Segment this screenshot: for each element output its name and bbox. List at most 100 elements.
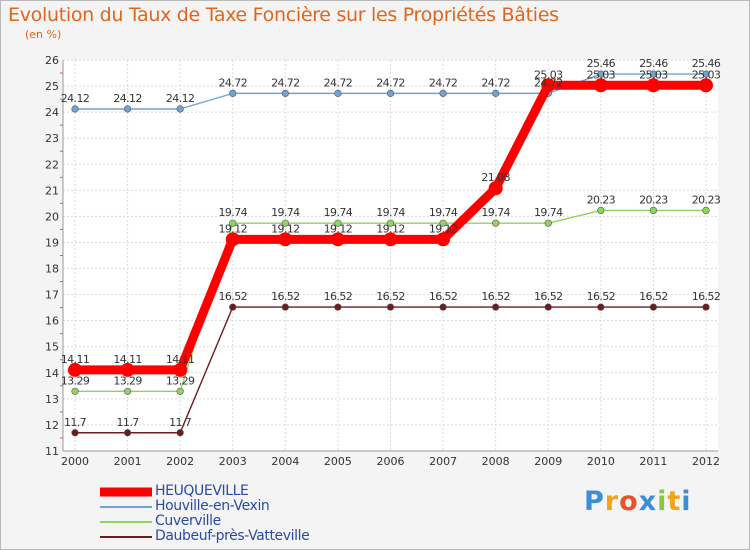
legend-item-heuqueville: HEUQUEVILLE [100,483,400,499]
data-point [123,429,132,437]
data-label: 25.46 [639,57,668,70]
logo-letter: i [681,486,692,517]
x-tick-label: 2003 [219,455,247,468]
series-1 [71,70,710,113]
data-label: 25.03 [692,68,721,81]
data-point [386,89,395,97]
y-tick-label: 24 [45,106,59,119]
legend-swatch [100,535,152,538]
x-axis: 2000 2001 2002 2003 2004 2005 2006 2007 2008 2009… [61,455,720,468]
data-point [278,232,293,247]
data-label: 25.03 [639,68,668,81]
y-tick-label: 25 [45,80,59,93]
data-point [593,78,608,93]
data-label: 25.46 [587,57,616,70]
data-label: 25.03 [587,68,616,81]
data-label: 20.23 [692,193,721,206]
data-point [386,303,395,311]
y-tick-label: 19 [45,236,59,249]
data-label: 20.23 [587,193,616,206]
data-point [492,303,500,311]
data-point [229,89,237,97]
data-label: 16.52 [587,290,616,303]
data-point [281,219,289,227]
data-point [541,78,556,93]
data-label: 24.12 [113,92,142,105]
data-point [176,429,184,437]
legend-label: Houville-en-Vexin [155,498,270,514]
y-tick-label: 23 [45,132,59,145]
data-label: 13.29 [166,374,195,387]
data-label: 16.52 [692,290,721,303]
data-point [649,70,658,78]
x-tick-label: 2008 [482,455,510,468]
y-tick-label: 11 [45,445,59,458]
series-2 [71,206,710,395]
data-label: 11.7 [117,416,140,429]
data-point [649,303,658,311]
data-point [702,70,710,78]
legend: HEUQUEVILLE Houville-en-Vexin Cuverville… [100,483,400,544]
chart-title: Evolution du Taux de Taxe Foncière sur l… [8,4,559,26]
data-label: 20.23 [639,193,668,206]
x-tick-label: 2009 [534,455,562,468]
data-label: 24.72 [376,76,405,89]
x-tick-label: 2012 [692,455,720,468]
data-label: 19.12 [219,222,248,235]
data-point [281,89,289,97]
data-point [71,387,79,395]
data-label: 16.52 [271,290,300,303]
unit-label: (en %) [25,28,62,41]
legend-swatch [100,520,152,523]
data-label: 16.52 [376,290,405,303]
data-label: 19.12 [429,222,458,235]
data-label: 16.52 [324,290,353,303]
y-tick-label: 16 [45,315,59,328]
y-tick-label: 13 [45,393,59,406]
logo-letter: r [604,486,620,517]
data-label: 24.72 [429,76,458,89]
data-point [702,206,710,215]
data-point [597,303,605,311]
y-tick-label: 21 [45,184,59,197]
data-point [597,206,605,215]
data-point [699,78,713,93]
data-label: 19.74 [271,206,300,219]
data-label: 19.74 [429,206,458,219]
legend-label: Cuverville [155,513,221,529]
data-label: 24.72 [219,76,248,89]
legend-item-houville: Houville-en-Vexin [100,498,400,514]
x-tick-label: 2005 [324,455,352,468]
data-label: 24.72 [271,76,300,89]
data-point [544,219,552,227]
data-point [649,206,658,215]
data-label: 13.29 [61,374,90,387]
data-point [229,219,237,227]
data-point [439,219,447,227]
data-point [492,219,500,227]
legend-label: HEUQUEVILLE [155,483,249,499]
logo-letter: x [638,486,658,517]
data-label: 11.7 [169,416,192,429]
legend-item-cuverville: Cuverville [100,513,400,529]
data-label: 21.08 [481,171,510,184]
legend-label: Daubeuf-près-Vatteville [155,528,310,544]
data-label: 25.03 [534,68,563,81]
y-axis: 11 12 13 14 15 16 17 18 19 20 21 22 23 24 25 26 [45,54,63,458]
data-point [71,429,79,437]
data-point [281,303,289,311]
data-label: 16.52 [639,290,668,303]
data-point [386,219,395,227]
series-3 [71,303,710,437]
data-point [488,181,503,196]
data-point [71,105,79,113]
data-label: 13.29 [113,374,142,387]
data-point [225,232,240,247]
legend-swatch [100,505,152,508]
data-point [436,232,451,247]
data-label: 16.52 [534,290,563,303]
data-label: 24.12 [61,92,90,105]
data-label: 14.11 [61,353,90,366]
data-point [120,362,135,377]
